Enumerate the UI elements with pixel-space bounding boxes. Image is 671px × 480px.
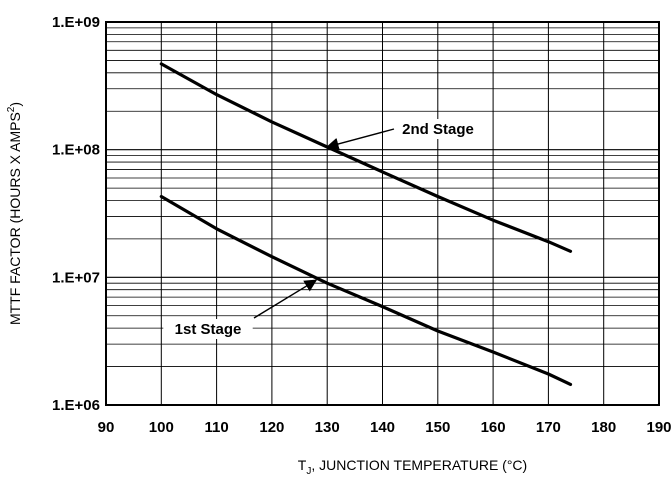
x-tick-label: 170 (536, 419, 561, 436)
annotation-label-bg (163, 319, 253, 339)
y-tick-label: 1.E+09 (52, 14, 100, 31)
x-axis-label-rest: , JUNCTION TEMPERATURE (°C) (311, 457, 527, 473)
annotation-arrow (325, 128, 395, 151)
x-tick-label: 190 (646, 419, 671, 436)
annotations: 2nd Stage 1st Stage (163, 119, 483, 339)
x-tick-label: 160 (481, 419, 506, 436)
x-tick-label: 180 (591, 419, 616, 436)
y-tick-label: 1.E+08 (52, 142, 100, 159)
y-tick-label: 1.E+06 (52, 397, 100, 414)
x-tick-label: 120 (259, 419, 284, 436)
series-line (159, 62, 573, 253)
annotation-label: 2nd Stage (402, 121, 474, 138)
y-axis-label-end: ) (7, 102, 23, 107)
annotation-label: 1st Stage (175, 321, 242, 338)
x-tick-label: 130 (315, 419, 340, 436)
x-tick-label: 110 (204, 419, 228, 436)
y-axis-label: MTTF FACTOR (HOURS X AMPS2) (6, 102, 23, 325)
series-line (159, 194, 573, 386)
x-axis-label-main: T (298, 457, 307, 473)
x-tick-label: 140 (370, 419, 395, 436)
annotation-label-bg (393, 119, 483, 139)
y-tick-label: 1.E+07 (52, 269, 100, 286)
x-tick-label: 100 (149, 419, 174, 436)
x-axis-label-subscript: J (306, 466, 311, 475)
x-tick-label: 90 (98, 419, 115, 436)
series-lines (159, 62, 573, 386)
x-axis-label: TJ, JUNCTION TEMPERATURE (°C) (298, 457, 527, 475)
x-tick-label: 150 (425, 419, 450, 436)
tick-labels: 90 100 110 120 130 140 150 160 170 180 190 1.E+06 1.… (52, 14, 671, 436)
plot-frame (105, 21, 660, 406)
y-axis-label-superscript: 2 (6, 106, 17, 112)
annotation-arrow (253, 279, 318, 319)
y-axis-label-main: MTTF FACTOR (HOURS X AMPS (7, 112, 23, 325)
